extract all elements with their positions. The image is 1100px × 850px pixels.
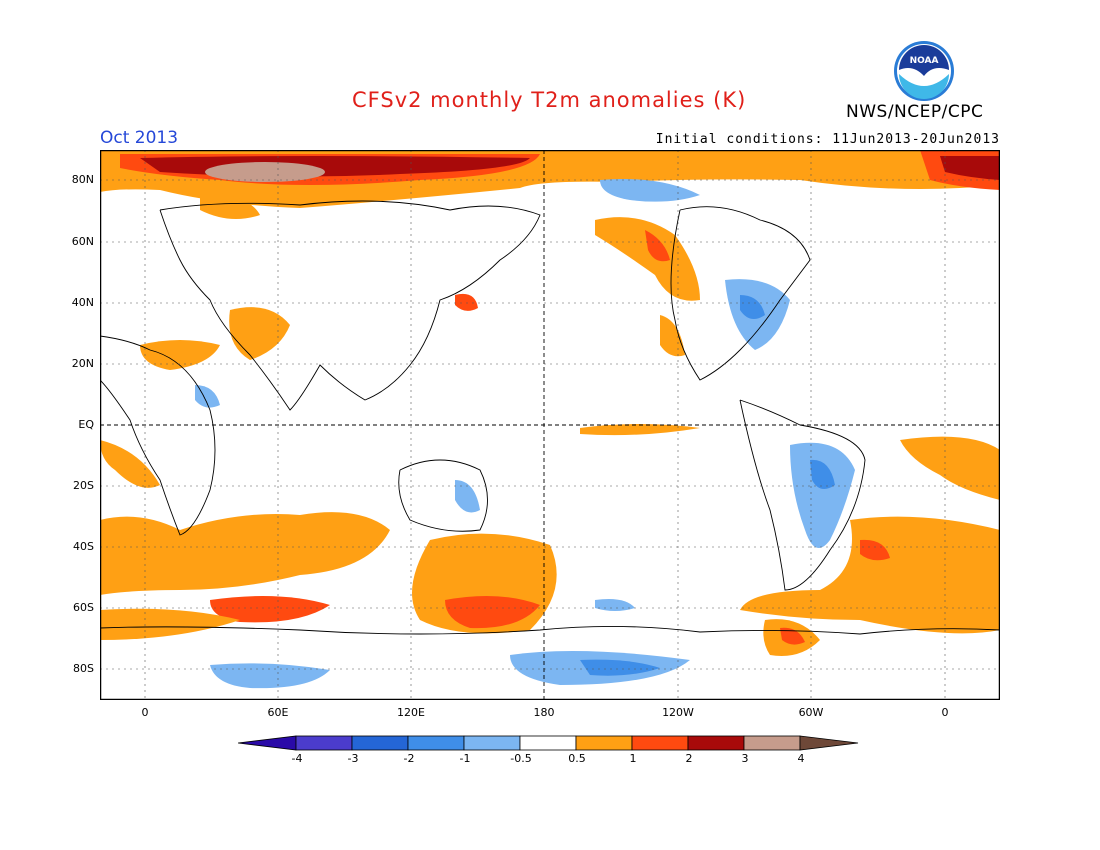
colorbar-label: 2 <box>685 752 693 765</box>
atlantic-south-warm <box>900 436 1000 500</box>
southern-ocean-warm-west-core <box>210 596 330 623</box>
lat-label: 60N <box>71 235 94 248</box>
arctic-canada-cool <box>600 179 700 202</box>
colorbar-cell <box>463 735 521 751</box>
antarctic-cool-east <box>210 663 330 689</box>
colorbar-label: -3 <box>347 752 359 765</box>
lon-label: 120W <box>662 706 694 719</box>
lon-label: 180 <box>533 706 555 719</box>
colorbar-cell <box>575 735 633 751</box>
colorbar-label: -0.5 <box>510 752 532 765</box>
antarctic-cool-ross-core <box>580 659 660 676</box>
lat-label: EQ <box>78 418 94 431</box>
southern-ocean-warm-east <box>740 516 1000 634</box>
japan-warm <box>455 293 478 311</box>
colorbar-label: 0.5 <box>568 752 586 765</box>
lat-label: 80N <box>71 173 94 186</box>
africa-north-warm <box>140 340 220 370</box>
lon-label: 60E <box>267 706 289 719</box>
map-title: CFSv2 monthly T2m anomalies (K) <box>352 88 747 112</box>
colorbar-cell <box>351 735 409 751</box>
africa-cool <box>195 385 220 408</box>
lon-label: 0 <box>941 706 949 719</box>
middle-east-warm <box>229 307 290 360</box>
map-border <box>100 150 1000 700</box>
lat-label: 20N <box>71 357 94 370</box>
alaska-warm <box>595 217 700 301</box>
lon-label: 60W <box>798 706 824 719</box>
colorbar-label: -1 <box>459 752 471 765</box>
colorbar-label: 3 <box>741 752 749 765</box>
africa-west-warm <box>100 440 160 488</box>
lat-label: 60S <box>73 601 94 614</box>
colorbar-cell <box>295 735 353 751</box>
colorbar-cell <box>631 735 689 751</box>
organization-label: NWS/NCEP/CPC <box>846 102 984 122</box>
australia-cool <box>455 480 480 513</box>
southern-ocean-warm-east-core <box>860 539 890 561</box>
lat-lon-grid <box>100 150 1000 700</box>
lat-label: 80S <box>73 662 94 675</box>
south-america-cool <box>790 442 855 548</box>
lat-label: 40S <box>73 540 94 553</box>
lat-label: 40N <box>71 296 94 309</box>
us-east-cool-core <box>740 295 765 319</box>
logo-text: NOAA <box>910 56 939 66</box>
pacific-eq-warm <box>580 424 700 436</box>
siberia-warm <box>200 190 260 219</box>
south-america-cool-core <box>810 459 835 489</box>
colorbar-label: -2 <box>403 752 415 765</box>
southern-ocean-warm-centre-core <box>445 596 540 629</box>
colorbar-cell <box>238 735 297 751</box>
colorbar-label: -4 <box>291 752 303 765</box>
colorbar <box>238 735 859 751</box>
southern-ocean-warm-far-west <box>100 608 240 640</box>
initial-conditions-label: Initial conditions: 11Jun2013-20Jun2013 <box>655 132 1000 147</box>
alaska-warm-core <box>645 230 670 262</box>
arctic-warm-east-core <box>940 156 1000 180</box>
month-label: Oct 2013 <box>100 128 179 148</box>
arctic-warm-peak <box>205 162 325 182</box>
anomaly-map <box>100 150 1000 700</box>
antarctic-peninsula-warm-core <box>780 627 805 645</box>
lat-label: 20S <box>73 479 94 492</box>
colorbar-label: 4 <box>797 752 805 765</box>
southern-ocean-cool <box>595 599 635 611</box>
colorbar-cell <box>519 735 577 751</box>
lon-label: 120E <box>397 706 425 719</box>
southern-ocean-warm-west <box>100 512 390 595</box>
colorbar-cell <box>799 735 859 751</box>
colorbar-cell <box>687 735 745 751</box>
colorbar-cell <box>407 735 465 751</box>
noaa-logo: NOAA <box>894 41 954 101</box>
colorbar-label: 1 <box>629 752 637 765</box>
lon-label: 0 <box>141 706 149 719</box>
na-west-warm <box>660 315 685 357</box>
equator-dateline <box>100 150 1000 700</box>
colorbar-cell <box>743 735 801 751</box>
